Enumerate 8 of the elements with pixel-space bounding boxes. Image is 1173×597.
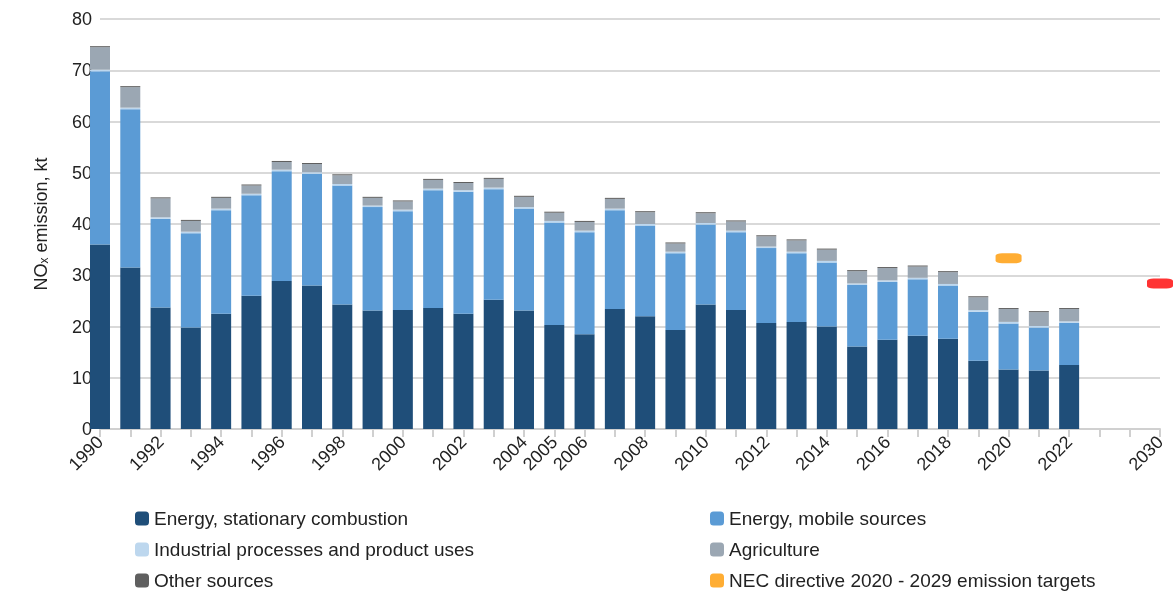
legend-label: Energy, mobile sources: [729, 508, 927, 529]
legend-label: Energy, stationary combustion: [154, 508, 409, 529]
legend-label: Other sources: [154, 570, 274, 591]
legend-label: Industrial processes and product uses: [154, 539, 475, 560]
y-tick-label: 80: [71, 9, 92, 29]
y-axis-title: NOₓ emission, kt: [31, 157, 51, 291]
legend-label: Agriculture: [729, 539, 820, 560]
legend-label: NEC directive 2020 - 2029 emission targets: [729, 570, 1096, 591]
